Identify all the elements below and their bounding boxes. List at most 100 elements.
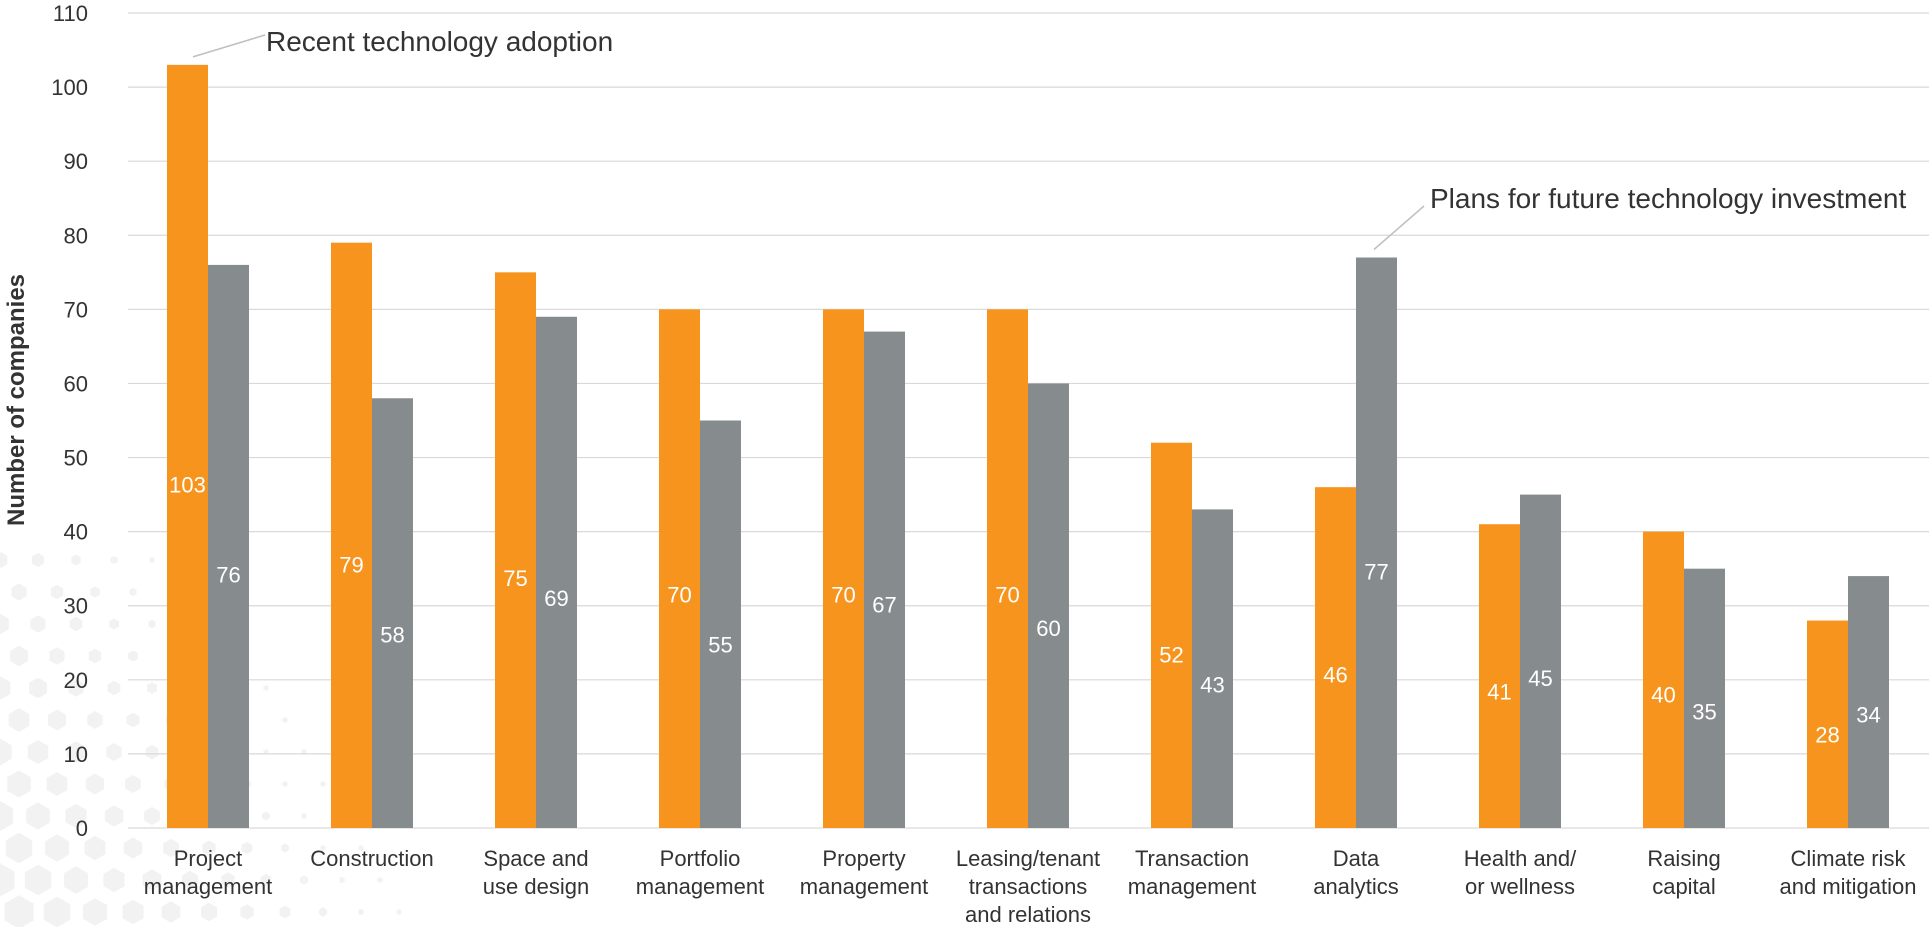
bar — [1028, 383, 1069, 828]
bar-value-label: 46 — [1323, 663, 1347, 688]
background-hexagon — [148, 619, 156, 629]
bar — [1192, 509, 1233, 828]
x-tick-label: Space and use design — [483, 846, 589, 899]
bar-value-label: 67 — [872, 593, 896, 618]
x-tick-label: Construction — [310, 846, 434, 871]
background-hexagon — [279, 905, 291, 919]
bar-value-label: 75 — [503, 566, 527, 591]
y-axis-ticks: 0 10 20 30 40 50 60 70 80 90 100 110 — [51, 1, 88, 841]
background-hexagon — [48, 709, 66, 731]
bar — [495, 272, 536, 828]
y-tick-label: 40 — [64, 520, 88, 545]
background-hexagon — [262, 811, 270, 821]
y-tick-label: 10 — [64, 742, 88, 767]
background-hexagon — [26, 802, 50, 830]
background-hexagon — [263, 685, 269, 691]
bar-value-label: 55 — [708, 633, 732, 658]
background-hexagon — [241, 841, 253, 855]
y-tick-label: 60 — [64, 371, 88, 396]
bar-value-label: 69 — [544, 586, 568, 611]
background-hexagon — [300, 875, 308, 885]
background-hexagon — [128, 650, 138, 662]
bar — [1520, 494, 1561, 828]
x-tick-label: Property management — [800, 846, 928, 899]
background-hexagon — [260, 873, 272, 887]
x-tick-label: Transaction management — [1128, 846, 1256, 899]
background-hexagon — [29, 677, 47, 699]
background-hexagon — [0, 738, 12, 766]
bar — [1684, 568, 1725, 828]
background-hexagon — [49, 647, 65, 665]
background-hexagon — [282, 781, 288, 787]
background-hexagon — [149, 557, 155, 563]
annotation-leader-line — [192, 34, 266, 58]
background-hexagon — [90, 586, 100, 598]
background-hexagon — [129, 587, 137, 597]
background-hexagon — [103, 867, 125, 893]
series-annotations: Recent technology adoption Plans for futu… — [192, 26, 1906, 251]
background-hexagon — [109, 618, 119, 630]
background-hexagon — [145, 744, 159, 760]
x-tick-label: Leasing/tenant transactions and relations — [956, 846, 1100, 927]
annotation-future-investment: Plans for future technology investment — [1430, 183, 1906, 214]
background-hexagon — [122, 899, 144, 925]
bar-value-label: 40 — [1651, 683, 1675, 708]
y-tick-label: 30 — [64, 594, 88, 619]
bar-value-label: 76 — [216, 563, 240, 588]
background-hexagon — [110, 556, 118, 564]
background-hexagon — [68, 679, 84, 697]
background-hexagon — [66, 741, 86, 763]
y-tick-label: 0 — [76, 816, 88, 841]
x-tick-label: Data analytics — [1313, 846, 1399, 899]
bar — [700, 420, 741, 828]
background-hexagon — [11, 583, 27, 601]
x-tick-label: Project management — [144, 846, 272, 899]
bar — [659, 309, 700, 828]
background-hexagon — [106, 743, 122, 761]
background-hexagon — [144, 806, 160, 826]
y-tick-label: 80 — [64, 223, 88, 248]
bar-value-label: 77 — [1364, 559, 1388, 584]
background-hexagon — [318, 907, 328, 917]
bar — [864, 331, 905, 828]
background-hexagon — [107, 680, 121, 696]
bar-value-label: 45 — [1528, 666, 1552, 691]
background-hexagon — [0, 863, 15, 897]
background-hexagon — [104, 805, 124, 827]
background-hexagon — [161, 901, 181, 923]
background-hexagon — [10, 645, 28, 667]
background-hexagon — [87, 711, 103, 729]
background-hexagon — [65, 803, 87, 829]
background-hexagon — [282, 717, 288, 723]
bar-value-label: 43 — [1200, 673, 1224, 698]
bar — [372, 398, 413, 828]
y-axis-label: Number of companies — [3, 274, 30, 526]
x-tick-label: Health and/or wellness — [1464, 846, 1577, 899]
background-hexagon — [377, 877, 383, 883]
bar — [208, 264, 249, 829]
background-hexagon — [0, 613, 9, 635]
y-tick-label: 90 — [64, 149, 88, 174]
bar — [987, 309, 1028, 828]
background-hexagon — [7, 770, 31, 798]
x-tick-label: Portfolio management — [636, 846, 764, 899]
background-hexagon — [84, 835, 106, 861]
background-hexagon — [71, 554, 81, 566]
background-hexagon — [50, 584, 64, 600]
background-hexagon — [301, 813, 307, 819]
background-hexagon — [31, 553, 45, 567]
background-hexagon — [320, 781, 326, 787]
background-hexagon — [396, 909, 402, 915]
background-hexagon — [126, 712, 140, 728]
background-hexagon — [0, 676, 11, 700]
background-hexagon — [45, 834, 69, 862]
background-hexagon — [85, 773, 105, 795]
bar-value-label: 28 — [1815, 723, 1839, 748]
bar-value-label: 70 — [667, 583, 691, 608]
x-tick-label: Raising capital — [1647, 846, 1720, 899]
background-hexagon — [163, 838, 179, 858]
bar-value-label: 79 — [339, 553, 363, 578]
bar — [1151, 442, 1192, 828]
background-hexagon — [125, 775, 141, 793]
bar — [167, 64, 208, 828]
